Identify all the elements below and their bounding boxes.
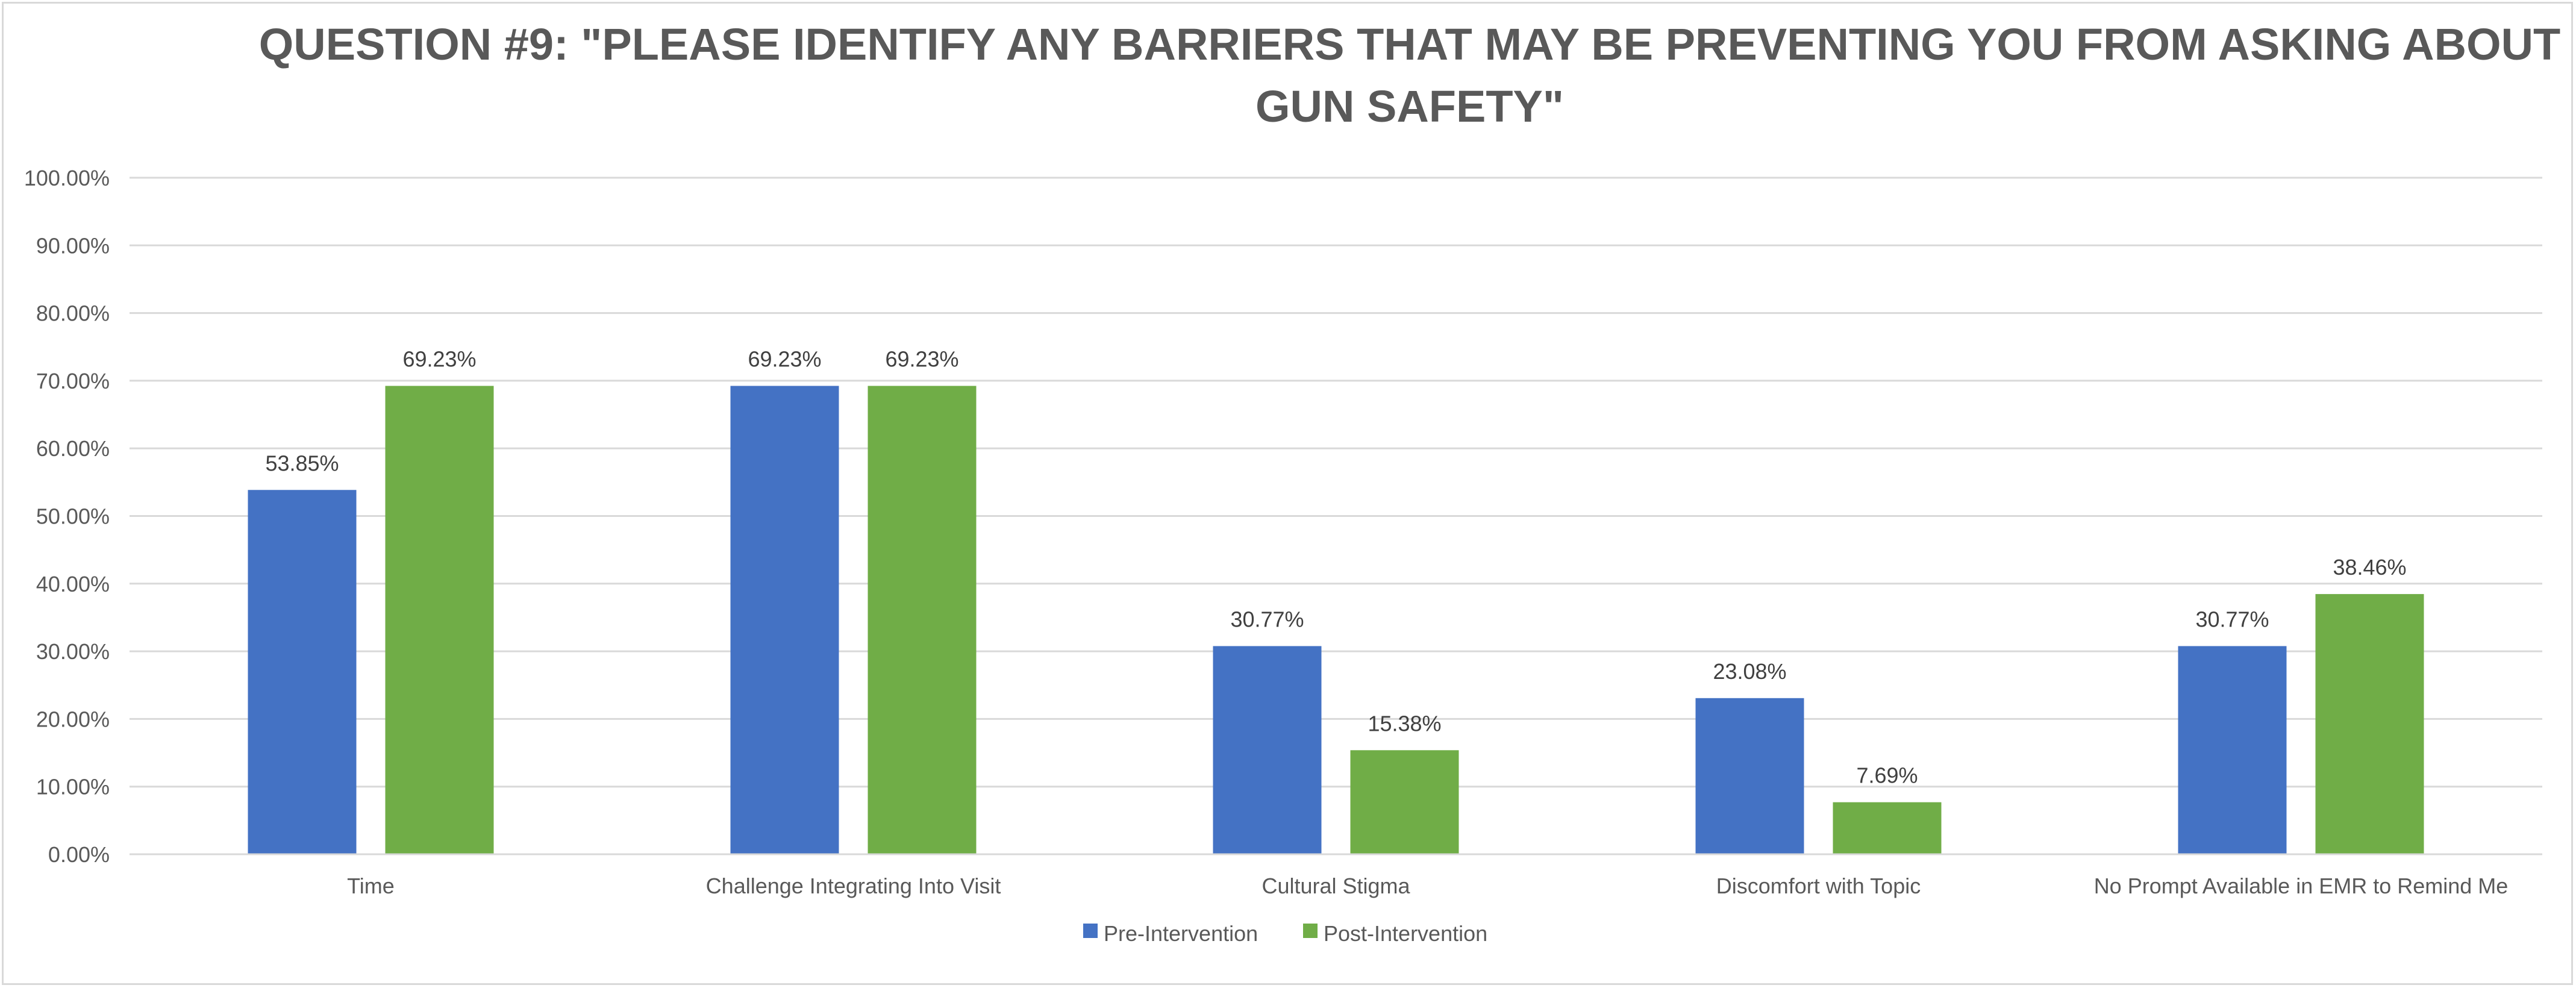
y-tick-label: 0.00% bbox=[48, 842, 110, 867]
y-tick-label: 20.00% bbox=[36, 707, 110, 731]
y-tick-label: 50.00% bbox=[36, 504, 110, 529]
y-tick-label: 30.00% bbox=[36, 639, 110, 664]
x-tick-label: Discomfort with Topic bbox=[1716, 874, 1921, 898]
data-label: 30.77% bbox=[1230, 607, 1304, 631]
y-tick-label: 40.00% bbox=[36, 572, 110, 596]
y-tick-label: 70.00% bbox=[36, 369, 110, 393]
y-tick-label: 100.00% bbox=[24, 166, 110, 190]
legend-label: Pre-Intervention bbox=[1104, 921, 1258, 946]
data-label: 53.85% bbox=[265, 451, 339, 475]
chart-title: QUESTION #9: "PLEASE IDENTIFY ANY BARRIE… bbox=[258, 19, 2561, 131]
bar-post bbox=[1833, 802, 1942, 854]
bar-pre bbox=[2178, 646, 2287, 854]
data-label: 7.69% bbox=[1856, 763, 1918, 788]
bar-pre bbox=[730, 386, 839, 854]
x-tick-label: No Prompt Available in EMR to Remind Me bbox=[2094, 874, 2509, 898]
legend-swatch bbox=[1303, 924, 1318, 938]
data-label: 15.38% bbox=[1368, 711, 1441, 736]
data-label: 38.46% bbox=[2333, 555, 2406, 580]
x-tick-label: Challenge Integrating Into Visit bbox=[706, 874, 1001, 898]
bar-post bbox=[2315, 594, 2424, 854]
bar-pre bbox=[1213, 646, 1322, 854]
y-tick-label: 10.00% bbox=[36, 775, 110, 799]
bar-post bbox=[868, 386, 977, 854]
y-tick-label: 90.00% bbox=[36, 233, 110, 258]
legend-swatch bbox=[1083, 924, 1098, 938]
legend-label: Post-Intervention bbox=[1324, 921, 1487, 946]
y-tick-label: 80.00% bbox=[36, 301, 110, 326]
data-label: 23.08% bbox=[1713, 659, 1786, 684]
data-label: 69.23% bbox=[402, 347, 476, 372]
data-label: 69.23% bbox=[885, 347, 958, 372]
bar-post bbox=[385, 386, 494, 854]
x-tick-label: Time bbox=[347, 874, 395, 898]
data-label: 69.23% bbox=[748, 347, 821, 372]
y-tick-label: 60.00% bbox=[36, 436, 110, 461]
bar-post bbox=[1350, 750, 1459, 854]
x-tick-label: Cultural Stigma bbox=[1261, 874, 1410, 898]
bar-pre bbox=[1695, 698, 1804, 854]
data-label: 30.77% bbox=[2195, 607, 2269, 631]
bar-pre bbox=[248, 490, 357, 854]
